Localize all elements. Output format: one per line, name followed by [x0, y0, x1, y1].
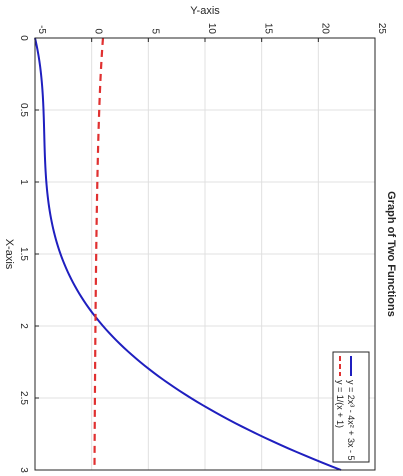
chart-title: Graph of Two Functions: [385, 191, 397, 317]
series-line-reciprocal: [93, 37, 105, 471]
x-axis-label: X-axis: [3, 239, 15, 270]
y-tick-label: 5: [149, 28, 160, 34]
x-tick-label: 2.5: [18, 391, 29, 405]
x-tick-label: 2: [18, 323, 29, 329]
y-tick-label: 10: [206, 23, 217, 35]
y-tick-label: 0: [93, 28, 104, 34]
x-tick-label: 1.5: [18, 247, 29, 261]
series-lines: [34, 37, 342, 471]
x-tick-label: 3: [18, 467, 29, 473]
legend-label-series-2: y = 1/(x + 1): [335, 380, 345, 428]
grid-lines: [34, 37, 376, 471]
y-tick-label: 20: [319, 23, 330, 35]
y-tick-label: -5: [36, 25, 47, 34]
y-tick-label: 15: [263, 23, 274, 35]
x-tick-label: 1: [18, 179, 29, 185]
x-tick-label: 0.5: [18, 103, 29, 117]
tick-layer: -5 0 5 10 15 20 25 0 0.5 1 1.5 2 2.5 3: [18, 23, 387, 473]
y-tick-label: 25: [376, 23, 387, 35]
x-tick-label: 0: [18, 35, 29, 41]
series-line-cubic: [34, 37, 342, 471]
legend-label-series-1: y = 2x³ - 4x² + 3x - 5: [346, 380, 356, 461]
y-axis-label: Y-axis: [190, 5, 220, 17]
legend: y = 2x³ - 4x² + 3x - 5 y = 1/(x + 1): [332, 351, 370, 463]
